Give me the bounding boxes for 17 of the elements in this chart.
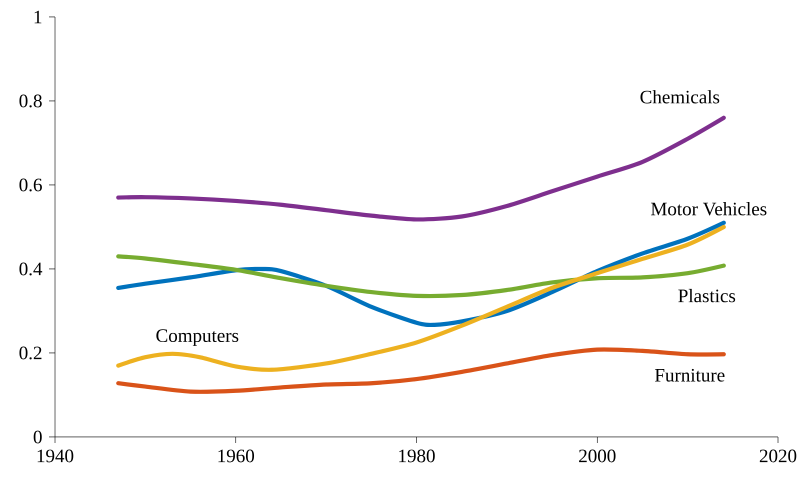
- y-tick-label: 1: [34, 10, 42, 24]
- x-tick-label: 1980: [399, 450, 435, 462]
- x-tick-label: 2000: [579, 450, 616, 462]
- y-tick-label: 0.6: [19, 178, 42, 192]
- series-label: Computers: [156, 329, 238, 346]
- y-tick-label: 0.4: [19, 262, 42, 276]
- line-series: [116, 347, 726, 394]
- y-tick-label: 0: [34, 430, 42, 444]
- y-tick-label: 0.8: [19, 94, 42, 108]
- series-label: Plastics: [678, 288, 736, 302]
- x-tick-label: 2020: [760, 450, 796, 462]
- series-label: Chemicals: [640, 90, 720, 104]
- series-label: Motor Vehicles: [651, 202, 766, 216]
- x-tick-label: 1940: [38, 450, 74, 462]
- x-tick-label: 1960: [218, 450, 254, 462]
- y-tick-label: 0.2: [19, 346, 42, 360]
- series-label: Furniture: [654, 368, 724, 382]
